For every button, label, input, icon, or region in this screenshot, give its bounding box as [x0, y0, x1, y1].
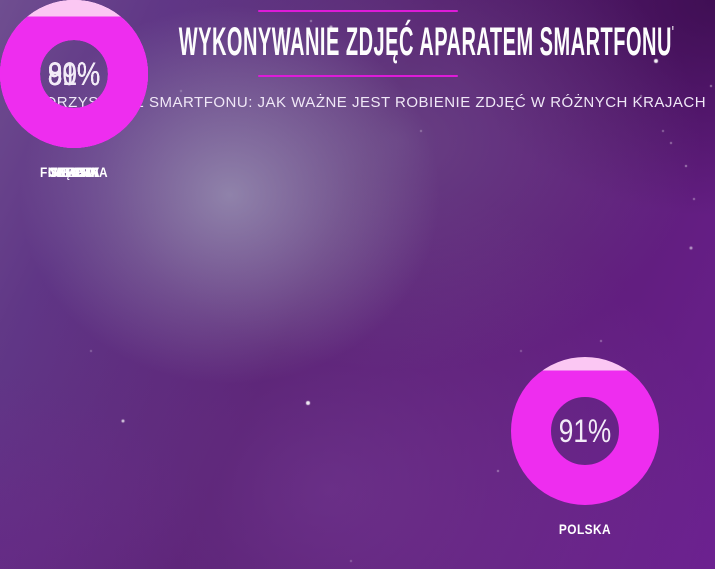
country-label: WĘGRY [50, 164, 98, 180]
percent-value: 91% [558, 412, 612, 449]
page-subtitle: WYKORZYSTANIE SMARTFONU: JAK WAŻNE JEST … [8, 94, 707, 111]
country-label: POLSKA [558, 521, 612, 537]
title-top-rule [258, 10, 458, 12]
donut-polska: 91% [511, 357, 659, 505]
country-label: SERBIA [50, 164, 98, 180]
country-label: CZECHY [48, 164, 100, 180]
percent-value: 81% [47, 55, 101, 92]
page-title-text: WYKONYWANIE ZDJĘĆ APARATEM SMARTFONU [178, 20, 672, 64]
percent-value: 89% [47, 55, 101, 92]
donut-ring-chart [0, 0, 148, 148]
title-bottom-rule [258, 75, 458, 77]
percent-value: 91% [47, 55, 101, 92]
country-label: GRECJA [47, 164, 101, 180]
donut-ring-chart [511, 357, 659, 505]
page-title: WYKONYWANIE ZDJĘĆ APARATEM SMARTFONU' [179, 22, 674, 62]
title-footnote-mark: ' [671, 24, 674, 41]
donut-wegry: 89% [0, 0, 148, 148]
percent-value: 90% [47, 55, 101, 92]
donut-card-polska: 91% POLSKA [511, 357, 659, 537]
donut-card-wegry: 89% WĘGRY [0, 0, 148, 180]
percent-value: 81% [47, 55, 101, 92]
country-label: FINLANDIA [40, 164, 108, 180]
